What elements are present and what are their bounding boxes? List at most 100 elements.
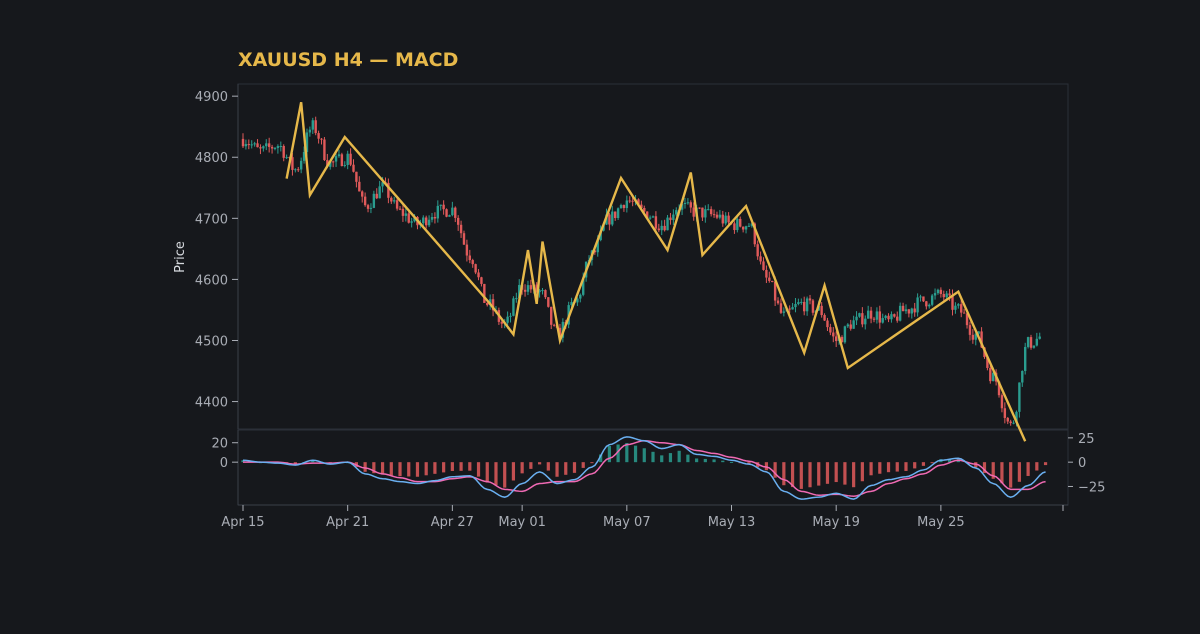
macd-hist-bar-pos: [625, 443, 629, 463]
candle-up: [957, 304, 960, 306]
macd-hist-bar-neg: [494, 462, 498, 486]
candle-up: [864, 318, 867, 325]
candle-down: [709, 209, 713, 215]
candle-down: [753, 223, 756, 245]
macd-hist-bar-neg: [1035, 462, 1039, 471]
candle-up: [744, 226, 748, 230]
candle-down: [282, 145, 285, 158]
candle-up: [413, 216, 416, 222]
macd-left-tick-label: 20: [211, 437, 228, 452]
candle-down: [407, 213, 410, 223]
candle-up: [506, 316, 509, 323]
chart-title: XAUUSD H4 — MACD: [238, 49, 458, 71]
candle-up: [675, 210, 678, 215]
candle-up: [372, 193, 376, 208]
macd-hist-bar-neg: [1009, 462, 1013, 488]
candle-up: [430, 216, 434, 220]
candle-down: [834, 336, 838, 342]
candle-up: [683, 203, 687, 205]
candle-down: [456, 217, 460, 225]
candle-down: [939, 289, 943, 294]
candle-down: [776, 300, 780, 304]
candle-down: [765, 269, 768, 278]
candle-up: [582, 277, 585, 295]
macd-hist-bar-neg: [1000, 462, 1004, 484]
candle-up: [1021, 370, 1024, 383]
candle-up: [262, 146, 265, 149]
candle-down: [968, 325, 972, 335]
candle-down: [1009, 421, 1012, 424]
candle-up: [977, 331, 980, 334]
candle-down: [849, 324, 852, 329]
candle-down: [1029, 337, 1033, 348]
candle-up: [1012, 422, 1015, 424]
macd-hist-bar-neg: [407, 462, 411, 477]
candle-down: [593, 250, 597, 253]
candle-up: [718, 214, 722, 218]
candle-down: [669, 217, 672, 221]
candle-down: [960, 304, 963, 313]
candle-up: [1018, 382, 1021, 412]
macd-hist-bar-pos: [668, 453, 673, 463]
candle-down: [861, 313, 864, 325]
macd-hist-bar-neg: [380, 462, 385, 475]
candle-down: [741, 226, 745, 230]
macd-hist-bar-neg: [913, 462, 917, 469]
candle-down: [832, 332, 835, 337]
candle-up: [334, 156, 338, 162]
candle-up: [509, 315, 512, 317]
macd-hist-bar-neg: [1017, 462, 1021, 482]
candle-up: [750, 223, 754, 226]
candle-down: [247, 144, 251, 146]
candle-down: [762, 261, 765, 270]
candle-down: [901, 305, 905, 312]
candle-up: [933, 293, 937, 296]
macd-hist-bar-pos: [311, 459, 315, 463]
candle-down: [486, 302, 489, 306]
candle-down: [270, 146, 274, 149]
candle-down: [523, 289, 527, 292]
candle-up: [343, 165, 346, 167]
macd-hist-bar-pos: [616, 444, 620, 463]
candle-up: [512, 298, 515, 316]
macd-right-tick-label: −25: [1078, 480, 1105, 495]
candle-up: [881, 318, 884, 323]
candle-up: [875, 311, 879, 320]
candle-down: [241, 138, 245, 147]
candle-up: [736, 218, 739, 231]
candle-down: [631, 200, 634, 202]
x-tick-label: May 25: [917, 515, 965, 530]
macd-hist-bar-neg: [860, 462, 864, 482]
candle-down: [454, 207, 457, 218]
macd-hist-bar-neg: [555, 462, 559, 477]
macd-hist-bar-neg: [843, 462, 847, 485]
candle-up: [625, 200, 629, 209]
x-tick-label: May 01: [498, 515, 546, 530]
candle-down: [474, 264, 477, 273]
candle-down: [529, 285, 533, 290]
candle-down: [645, 211, 649, 219]
candle-down: [424, 217, 428, 226]
candle-up: [919, 296, 922, 298]
candle-down: [291, 157, 294, 170]
candle-down: [320, 138, 323, 140]
candle-down: [317, 133, 320, 139]
macd-hist-bar-neg: [773, 462, 777, 478]
macd-hist-bar-neg: [930, 462, 934, 464]
candle-down: [808, 298, 812, 301]
candle-down: [462, 233, 466, 245]
macd-hist-bar-neg: [424, 462, 428, 476]
candle-down: [986, 357, 989, 368]
macd-left-tick-label: 0: [220, 456, 228, 471]
candle-up: [616, 208, 620, 218]
candle-up: [651, 216, 655, 218]
candle-down: [558, 327, 562, 338]
candle-down: [771, 280, 774, 282]
candle-up: [308, 129, 312, 133]
candle-down: [550, 306, 553, 325]
candle-up: [805, 298, 809, 312]
candle-up: [1038, 336, 1041, 339]
candle-up: [855, 316, 858, 321]
macd-hist-bar-neg: [590, 462, 594, 464]
candle-down: [689, 202, 693, 208]
